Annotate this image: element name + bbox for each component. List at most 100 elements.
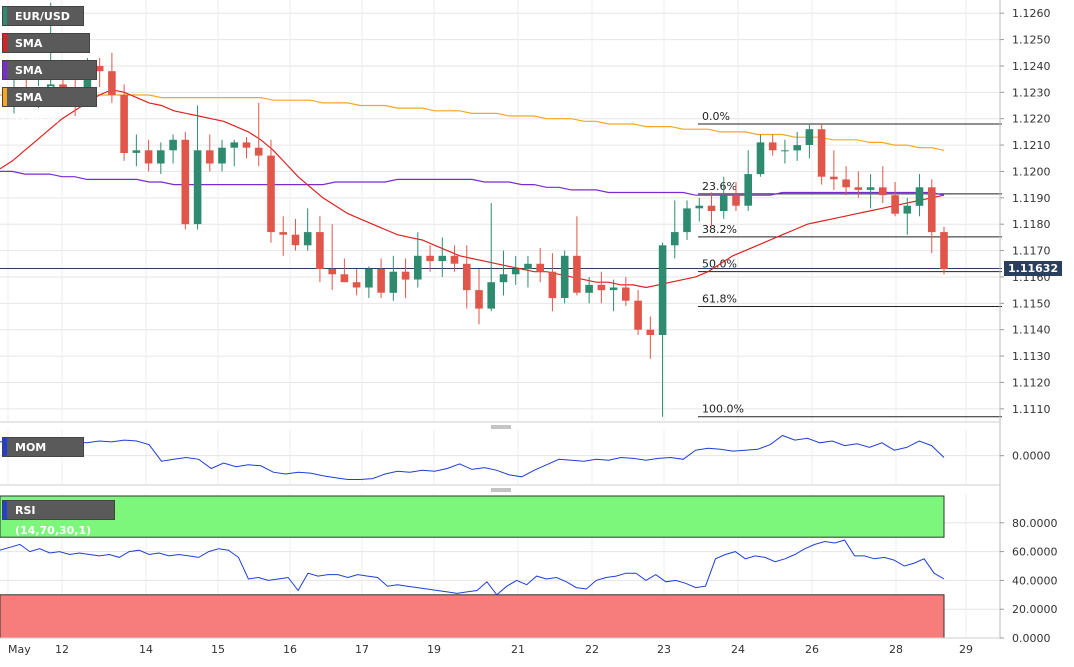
current-price-tag: 1.11632	[1004, 260, 1063, 276]
candle-down	[879, 187, 887, 196]
rsi-y-tick-label: 60.0000	[1012, 546, 1058, 559]
candle-down	[732, 195, 740, 206]
y-tick-label: 1.1250	[1012, 34, 1051, 47]
x-tick-label: 22	[585, 643, 599, 656]
candle-down	[707, 205, 716, 211]
rsi-y-tick-label: 20.0000	[1012, 603, 1058, 616]
grid-layer	[0, 0, 1000, 639]
candle-down	[291, 234, 300, 246]
candle-down	[316, 232, 324, 269]
mom-label: MOM (20)	[15, 441, 47, 474]
candles-layer	[10, 2, 948, 417]
indicator-layer	[0, 434, 945, 596]
candle-down	[536, 263, 544, 272]
y-tick-label: 1.1220	[1012, 113, 1051, 126]
candle-down	[340, 274, 349, 283]
x-tick-label: 23	[657, 643, 671, 656]
momentum-line	[0, 434, 945, 480]
y-tick-label: 1.1150	[1012, 297, 1051, 310]
candle-up	[157, 150, 165, 164]
candle-down	[426, 255, 434, 262]
candle-up	[193, 150, 202, 225]
candle-up	[46, 84, 55, 87]
candle-up	[658, 245, 667, 335]
legend-rsi[interactable]: RSI (14,70,30,1)	[2, 500, 115, 537]
candle-down	[328, 269, 336, 275]
candle-up	[756, 142, 765, 175]
candle-up	[169, 139, 177, 151]
candle-up	[218, 147, 226, 164]
legend-sma200[interactable]: SMA (200,0)	[2, 87, 97, 124]
candle-down	[352, 282, 361, 288]
candle-up	[915, 187, 924, 206]
candle-down	[108, 71, 116, 95]
candle-up	[585, 284, 593, 293]
candle-down	[940, 232, 948, 269]
rsi-y-tick-label: 80.0000	[1012, 517, 1058, 530]
rsi-swatch	[3, 501, 7, 519]
candle-up	[744, 174, 752, 206]
legend-sma100[interactable]: SMA (100,0)	[2, 60, 97, 97]
x-tick-label: 21	[511, 643, 525, 656]
rsi-y-tick-label: 40.0000	[1012, 574, 1058, 587]
candle-up	[365, 269, 373, 288]
candle-down	[377, 269, 385, 293]
y-tick-label: 1.1120	[1012, 376, 1051, 389]
candle-up	[903, 205, 912, 214]
x-tick-label: May	[8, 643, 31, 656]
candle-down	[622, 287, 630, 301]
candle-down	[891, 195, 899, 214]
candle-down	[842, 179, 850, 188]
y-tick-label: 1.1190	[1012, 192, 1051, 205]
fib-level-label: 0.0%	[702, 110, 730, 123]
sma20-line	[0, 89, 945, 289]
candle-up	[511, 269, 520, 275]
sma100-swatch	[3, 61, 7, 79]
rsi-line	[0, 539, 945, 596]
sma-layer	[0, 89, 945, 289]
candle-down	[463, 263, 471, 291]
candle-up	[866, 187, 875, 190]
legend-symbol[interactable]: EUR/USD	[2, 6, 84, 26]
rsi-oversold-zone	[0, 594, 945, 639]
y-tick-label: 1.1140	[1012, 324, 1051, 337]
legend-mom[interactable]: MOM (20)	[2, 437, 84, 474]
candle-up	[683, 208, 691, 233]
y-tick-label: 1.1230	[1012, 86, 1051, 99]
candle-up	[560, 255, 569, 298]
candle-down	[279, 232, 287, 235]
candle-down	[830, 176, 838, 180]
x-tick-label: 17	[355, 643, 369, 656]
candle-up	[499, 274, 508, 283]
symbol-swatch	[3, 7, 7, 25]
rsi-y-tick-label: 0.0000	[1012, 632, 1051, 645]
y-tick-label: 1.1110	[1012, 403, 1051, 416]
axes-layer: 1.11101.11201.11301.11401.11501.11601.11…	[0, 0, 1058, 656]
candle-down	[267, 155, 275, 233]
candle-up	[132, 150, 141, 153]
candle-up	[609, 287, 618, 291]
rsi-overbought-zone	[0, 495, 945, 538]
candle-down	[817, 129, 826, 177]
candle-down	[450, 255, 459, 264]
candle-down	[242, 142, 251, 148]
fibonacci-layer: 0.0%23.6%38.2%50.0%61.8%100.0%	[0, 110, 1002, 418]
legend-sma20[interactable]: SMA (20,0)	[2, 33, 90, 70]
y-tick-label: 1.1200	[1012, 165, 1051, 178]
candle-down	[573, 255, 581, 293]
candle-down	[181, 139, 190, 225]
rsi-label: RSI (14,70,30,1)	[15, 504, 92, 537]
candle-down	[634, 300, 642, 330]
x-tick-label: 24	[731, 643, 745, 656]
x-tick-label: 16	[283, 643, 297, 656]
x-tick-label: 12	[55, 643, 69, 656]
x-tick-label: 26	[805, 643, 819, 656]
candle-up	[487, 282, 495, 309]
y-tick-label: 1.1130	[1012, 350, 1051, 363]
candle-down	[59, 84, 67, 87]
candle-down	[120, 95, 128, 153]
candle-down	[475, 290, 483, 309]
fib-level-label: 61.8%	[702, 292, 737, 305]
